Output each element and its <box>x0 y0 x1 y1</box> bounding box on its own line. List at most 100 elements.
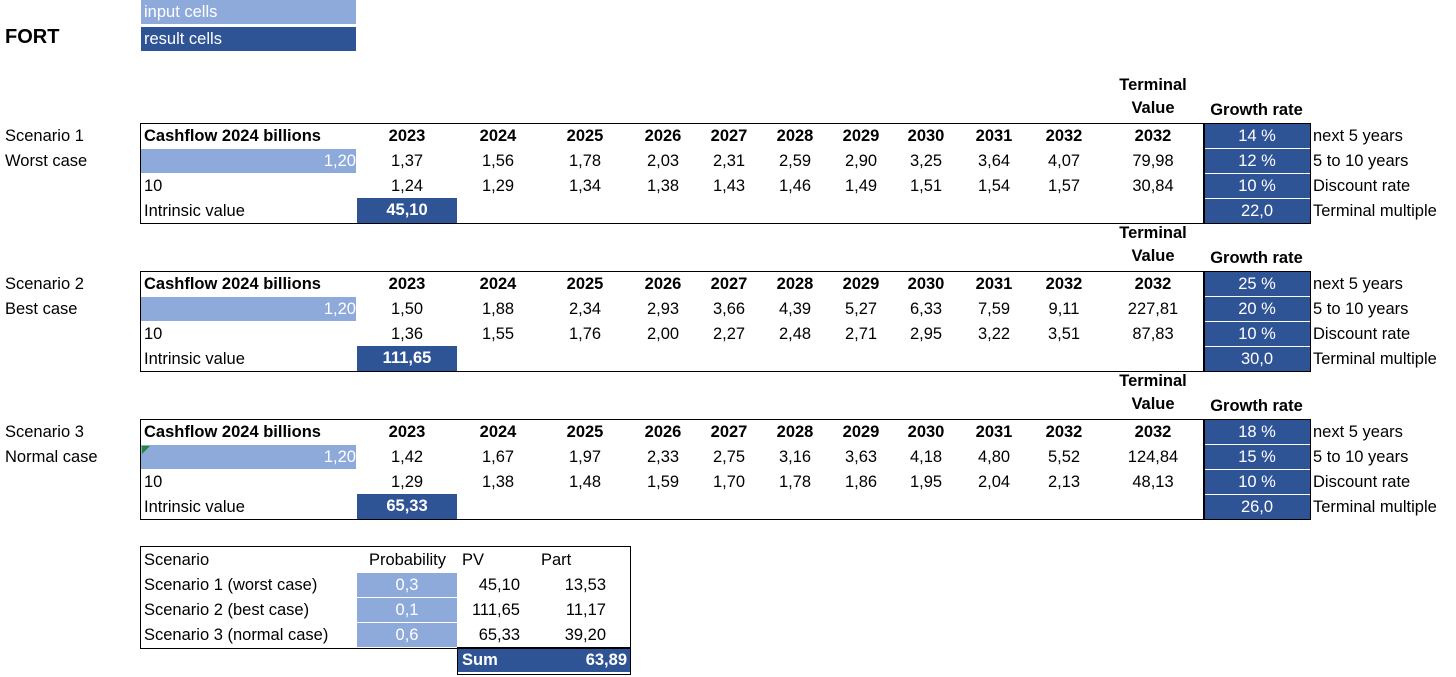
scenario-3-discounted-6: 1,78 <box>778 473 812 491</box>
scenario-2-projected-7: 5,27 <box>844 300 878 318</box>
scenario-3-terminal-projected: 124,84 <box>1127 448 1179 466</box>
param-cell-gridline <box>1204 495 1310 520</box>
summary-sum-label: Sum <box>462 651 498 669</box>
scenario-1-projected-9: 3,64 <box>977 152 1011 170</box>
scenario-3-projected-8: 4,18 <box>909 448 943 466</box>
scenario-3-year-7: 2029 <box>842 423 880 441</box>
scenario-3-terminal-multiple-input[interactable]: 26,0 <box>1204 495 1310 519</box>
scenario-1-year-6: 2028 <box>776 127 814 145</box>
summary-row-2-scenario: Scenario 2 (best case) <box>144 601 310 619</box>
scenario-1-year-10: 2032 <box>1045 127 1083 145</box>
scenario-1-discount-rate-input[interactable]: 10 % <box>1204 174 1310 198</box>
scenario-2-growth-next-5-years-label: next 5 years <box>1313 275 1403 293</box>
terminal-header-line-1: Terminal <box>1119 224 1187 242</box>
scenario-2-cashflow-input[interactable]: 1,20 <box>141 297 356 321</box>
scenario-1-projected-2: 1,56 <box>481 152 515 170</box>
scenario-3-year-6: 2028 <box>776 423 814 441</box>
summary-header-scenario: Scenario <box>144 551 210 569</box>
scenario-3-year-5: 2027 <box>710 423 748 441</box>
summary-row-3-scenario: Scenario 3 (normal case) <box>144 626 329 644</box>
terminal-header-line-2: Value <box>1131 99 1175 117</box>
summary-row-2-part: 11,17 <box>565 601 606 619</box>
scenario-3-projected-4: 2,33 <box>646 448 680 466</box>
scenario-2-growth-next-5-years-input[interactable]: 25 % <box>1204 272 1310 296</box>
param-cell-gridline <box>1204 347 1310 372</box>
scenario-2-discount-rate-input[interactable]: 10 % <box>1204 322 1310 346</box>
scenario-2-growth-5-to-10-years-label: 5 to 10 years <box>1313 300 1409 318</box>
param-cell-gridline <box>1204 124 1310 149</box>
scenario-2-discounted-1: 1,36 <box>390 325 424 343</box>
scenario-1-discounted-6: 1,46 <box>778 177 812 195</box>
scenario-1-discounted-2: 1,29 <box>481 177 515 195</box>
scenario-2-intrinsic-label: Intrinsic value <box>144 350 245 368</box>
scenario-1-projected-8: 3,25 <box>909 152 943 170</box>
summary-row-3-probability-input[interactable]: 0,6 <box>357 623 457 647</box>
scenario-2-year-1: 2023 <box>388 275 426 293</box>
terminal-header-line-2: Value <box>1131 247 1175 265</box>
scenario-1-growth-next-5-years-input[interactable]: 14 % <box>1204 124 1310 148</box>
scenario-3-growth-5-to-10-years-input[interactable]: 15 % <box>1204 445 1310 469</box>
scenario-1-projected-6: 2,59 <box>778 152 812 170</box>
scenario-2-terminal-multiple-input[interactable]: 30,0 <box>1204 347 1310 371</box>
scenario-3-cashflow-input[interactable]: 1,20 <box>141 445 356 469</box>
scenario-2-terminal-projected: 227,81 <box>1127 300 1179 318</box>
scenario-3-growth-5-to-10-years-label: 5 to 10 years <box>1313 448 1409 466</box>
scenario-3-discounted-1: 1,29 <box>390 473 424 491</box>
param-cell-gridline <box>1204 149 1310 174</box>
scenario-3-projected-7: 3,63 <box>844 448 878 466</box>
scenario-2-intrinsic-value: 111,65 <box>357 346 457 371</box>
scenario-1-cashflow-input[interactable]: 1,20 <box>141 149 356 173</box>
summary-row-1-probability-input[interactable]: 0,3 <box>357 573 457 597</box>
scenario-2-discounted-9: 3,22 <box>977 325 1011 343</box>
scenario-3-discounted-3: 1,48 <box>568 473 602 491</box>
param-cell-gridline <box>1204 272 1310 297</box>
summary-row-1-pv: 45,10 <box>478 576 520 594</box>
summary-sum-value: 63,89 <box>585 651 627 669</box>
scenario-2-projected-8: 6,33 <box>909 300 943 318</box>
scenario-2-year-5: 2027 <box>710 275 748 293</box>
scenario-3-intrinsic-value: 65,33 <box>357 494 457 519</box>
scenario-1-projected-4: 2,03 <box>646 152 680 170</box>
scenario-1-projected-10: 4,07 <box>1047 152 1081 170</box>
scenario-1-year-1: 2023 <box>388 127 426 145</box>
scenario-1-year-8: 2030 <box>907 127 945 145</box>
scenario-3-growth-next-5-years-input[interactable]: 18 % <box>1204 420 1310 444</box>
scenario-1-case: Worst case <box>5 152 88 170</box>
scenario-1-discounted-8: 1,51 <box>909 177 943 195</box>
scenario-1-discounted-5: 1,43 <box>712 177 746 195</box>
scenario-3-years-label: 10 <box>144 473 163 491</box>
scenario-3-terminal-value-header: Terminal Value <box>1105 370 1201 416</box>
scenario-1-terminal-multiple-input[interactable]: 22,0 <box>1204 199 1310 223</box>
scenario-3-year-3: 2025 <box>566 423 604 441</box>
scenario-1-year-3: 2025 <box>566 127 604 145</box>
scenario-2-year-7: 2029 <box>842 275 880 293</box>
scenario-3-projected-5: 2,75 <box>712 448 746 466</box>
scenario-2-growth-5-to-10-years-input[interactable]: 20 % <box>1204 297 1310 321</box>
scenario-3-discounted-5: 1,70 <box>712 473 746 491</box>
scenario-1-terminal-value-header: Terminal Value <box>1105 74 1201 120</box>
scenario-3-projected-1: 1,42 <box>390 448 424 466</box>
scenario-1-growth-5-to-10-years-input[interactable]: 12 % <box>1204 149 1310 173</box>
scenario-2-projected-2: 1,88 <box>481 300 515 318</box>
scenario-1-projected-1: 1,37 <box>390 152 424 170</box>
scenario-1-name: Scenario 1 <box>5 127 84 145</box>
scenario-2-discounted-3: 1,76 <box>568 325 602 343</box>
scenario-1-discounted-7: 1,49 <box>844 177 878 195</box>
scenario-1-years-label: 10 <box>144 177 163 195</box>
scenario-2-projected-3: 2,34 <box>568 300 602 318</box>
terminal-header-line-1: Terminal <box>1119 372 1187 390</box>
summary-row-2-probability-input[interactable]: 0,1 <box>357 598 457 622</box>
scenario-3-discount-rate-input[interactable]: 10 % <box>1204 470 1310 494</box>
scenario-2-cashflow-header: Cashflow 2024 billions <box>144 275 321 293</box>
scenario-3-projected-6: 3,16 <box>778 448 812 466</box>
scenario-2-discounted-10: 3,51 <box>1047 325 1081 343</box>
scenario-2-growth-rate-header: Growth rate <box>1210 249 1303 267</box>
scenario-2-year-10: 2032 <box>1045 275 1083 293</box>
scenario-3-terminal-year: 2032 <box>1134 423 1172 441</box>
scenario-3-year-1: 2023 <box>388 423 426 441</box>
scenario-2-year-6: 2028 <box>776 275 814 293</box>
summary-row-2-pv: 111,65 <box>471 601 520 619</box>
scenario-3-name: Scenario 3 <box>5 423 84 441</box>
scenario-2-discount-rate-label: Discount rate <box>1313 325 1411 343</box>
scenario-3-projected-2: 1,67 <box>481 448 515 466</box>
